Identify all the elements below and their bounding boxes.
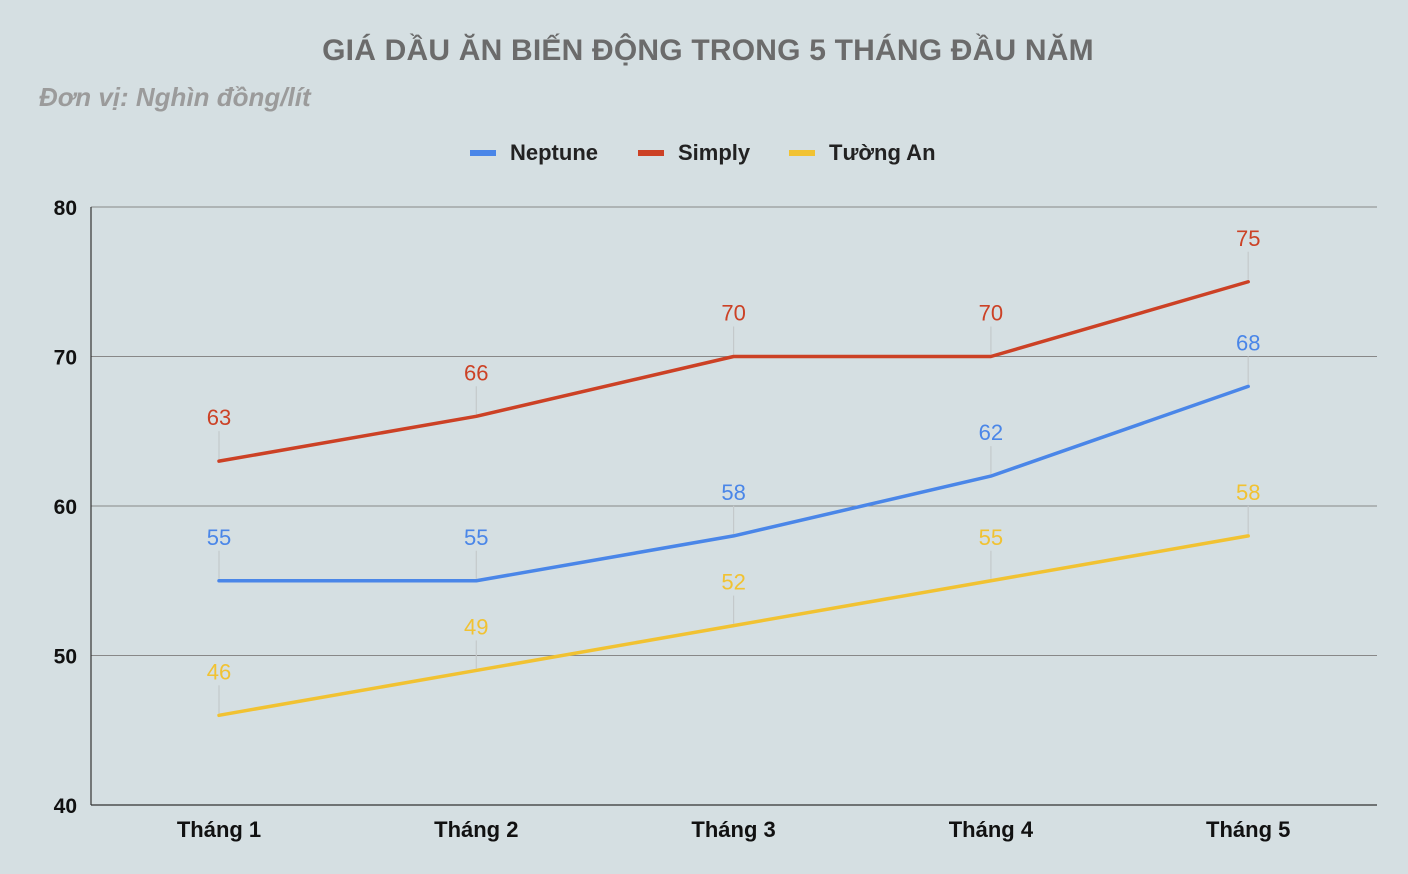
data-label: 75 bbox=[1236, 226, 1260, 251]
series-line-simply bbox=[217, 280, 1250, 463]
chart-subtitle: Đơn vị: Nghìn đồng/lít bbox=[39, 82, 311, 112]
legend-swatch bbox=[470, 150, 496, 156]
chart-title: GIÁ DẦU ĂN BIẾN ĐỘNG TRONG 5 THÁNG ĐẦU N… bbox=[322, 34, 1094, 67]
data-label: 55 bbox=[979, 525, 1003, 550]
x-tick-label: Tháng 5 bbox=[1206, 817, 1290, 842]
y-tick-label: 40 bbox=[54, 795, 77, 818]
x-tick-label: Tháng 1 bbox=[177, 817, 261, 842]
data-label: 58 bbox=[1236, 480, 1260, 505]
data-label: 70 bbox=[721, 301, 745, 326]
y-tick-label: 70 bbox=[54, 347, 77, 370]
data-label: 46 bbox=[207, 659, 231, 684]
series-line-tường-an bbox=[217, 534, 1250, 718]
y-tick-label: 50 bbox=[54, 646, 77, 669]
data-label: 55 bbox=[207, 525, 231, 550]
data-label: 62 bbox=[979, 420, 1003, 445]
x-tick-label: Tháng 4 bbox=[949, 817, 1034, 842]
data-label: 58 bbox=[721, 480, 745, 505]
y-tick-label: 60 bbox=[54, 496, 77, 519]
series-line-neptune bbox=[217, 384, 1250, 583]
y-tick-label: 80 bbox=[54, 197, 77, 220]
data-label: 68 bbox=[1236, 330, 1260, 355]
legend-label: Neptune bbox=[510, 140, 598, 165]
legend-swatch bbox=[789, 150, 815, 156]
data-label: 49 bbox=[464, 614, 488, 639]
data-label: 66 bbox=[464, 360, 488, 385]
legend-label: Simply bbox=[678, 140, 751, 165]
legend-label: Tường An bbox=[829, 140, 936, 165]
data-label: 55 bbox=[464, 525, 488, 550]
data-label: 63 bbox=[207, 405, 231, 430]
legend-swatch bbox=[638, 150, 664, 156]
data-label: 70 bbox=[979, 301, 1003, 326]
x-tick-label: Tháng 2 bbox=[434, 817, 518, 842]
x-tick-label: Tháng 3 bbox=[691, 817, 775, 842]
data-label: 52 bbox=[721, 570, 745, 595]
